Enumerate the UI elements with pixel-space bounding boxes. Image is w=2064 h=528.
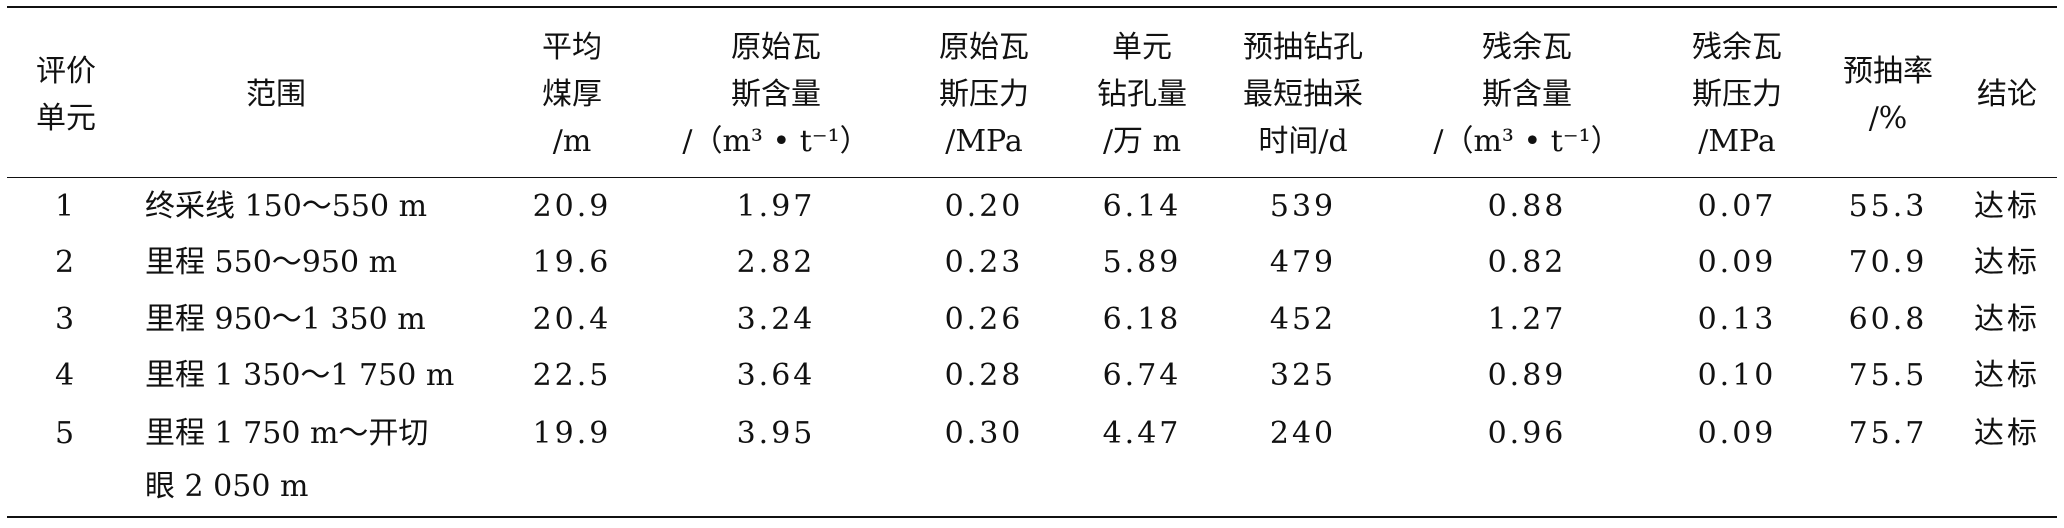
cell-text: 20.9: [532, 189, 612, 224]
cell-text: 达标: [1974, 358, 2040, 393]
cell-text: 5.89: [1102, 245, 1182, 280]
header-text: 原始瓦: [731, 30, 821, 65]
cell-text: 0.26: [944, 302, 1024, 337]
header-text: 斯含量: [1482, 77, 1572, 112]
range-text: 里程 550～950 m: [145, 245, 398, 280]
top-rule: [7, 6, 2057, 8]
cell-text: 0.89: [1487, 358, 1567, 393]
header-text: 预抽率: [1843, 53, 1933, 89]
cell-text: 452: [1269, 302, 1337, 337]
header-text: 钻孔量: [1097, 77, 1187, 112]
cell-text: 2.82: [736, 245, 816, 280]
header-rule: [7, 177, 2057, 178]
cell-text: 0.20: [944, 189, 1024, 224]
cell-text: 3: [54, 302, 78, 337]
cell-text: 达标: [1974, 416, 2040, 451]
header-text: 残余瓦: [1692, 30, 1782, 65]
header-text: /（m³ • t⁻¹）: [1433, 124, 1621, 159]
bottom-rule: [7, 516, 2057, 518]
header-text: 时间/d: [1258, 124, 1348, 159]
cell-text: 0.88: [1487, 189, 1567, 224]
cell-text: 达标: [1974, 302, 2040, 337]
cell-text: 5: [54, 416, 78, 451]
header-text: 结论: [1977, 77, 2037, 112]
cell-text: 19.9: [532, 416, 612, 451]
header-text: 评价: [36, 53, 96, 89]
header-text: 范围: [246, 77, 306, 112]
cell-text: 6.18: [1102, 302, 1182, 337]
header-text: 最短抽采: [1243, 77, 1363, 112]
header-text: /m: [552, 124, 592, 159]
header-text: 煤厚: [542, 77, 602, 112]
header-text: 平均: [542, 30, 602, 65]
cell-text: 0.10: [1697, 358, 1777, 393]
cell-text: 75.5: [1848, 358, 1928, 393]
cell-text: 539: [1269, 189, 1337, 224]
cell-text: 20.4: [532, 302, 612, 337]
range-text: 终采线 150～550 m: [145, 189, 428, 224]
header-text: /（m³ • t⁻¹）: [682, 124, 870, 159]
cell-text: 6.74: [1102, 358, 1182, 393]
cell-text: 0.28: [944, 358, 1024, 393]
cell-text: 0.23: [944, 245, 1024, 280]
cell-text: 1.27: [1487, 302, 1567, 337]
range-text: 里程 1 350～1 750 m: [145, 358, 455, 393]
cell-text: 1.97: [736, 189, 816, 224]
header-text: /万 m: [1102, 124, 1182, 159]
header-text: /MPa: [945, 124, 1023, 159]
cell-text: 0.82: [1487, 245, 1567, 280]
header-text: 单元: [1112, 30, 1172, 65]
cell-text: 0.07: [1697, 189, 1777, 224]
cell-text: 479: [1269, 245, 1337, 280]
cell-text: 0.09: [1697, 416, 1777, 451]
header-text: 斯含量: [731, 77, 821, 112]
range-text: 眼 2 050 m: [145, 469, 309, 504]
range-text: 里程 1 750 m～开切: [145, 416, 429, 451]
cell-text: 3.64: [736, 358, 816, 393]
cell-text: 70.9: [1848, 245, 1928, 280]
cell-text: 0.13: [1697, 302, 1777, 337]
header-text: 单元: [36, 100, 96, 136]
cell-text: 19.6: [532, 245, 612, 280]
cell-text: 1: [54, 189, 78, 224]
cell-text: 22.5: [532, 358, 612, 393]
header-text: 斯压力: [1692, 77, 1782, 112]
cell-text: 75.7: [1848, 416, 1928, 451]
header-text: 残余瓦: [1482, 30, 1572, 65]
cell-text: 0.09: [1697, 245, 1777, 280]
cell-text: 达标: [1974, 189, 2040, 224]
cell-text: 2: [54, 245, 78, 280]
header-text: 原始瓦: [939, 30, 1029, 65]
cell-text: 达标: [1974, 245, 2040, 280]
cell-text: 60.8: [1848, 302, 1928, 337]
cell-text: 0.30: [944, 416, 1024, 451]
cell-text: 55.3: [1848, 189, 1928, 224]
cell-text: 6.14: [1102, 189, 1182, 224]
header-text: /%: [1868, 100, 1908, 136]
cell-text: 4.47: [1102, 416, 1182, 451]
cell-text: 240: [1269, 416, 1337, 451]
cell-text: 3.95: [736, 416, 816, 451]
cell-text: 4: [54, 358, 78, 393]
header-text: /MPa: [1698, 124, 1776, 159]
cell-text: 325: [1269, 358, 1337, 393]
cell-text: 3.24: [736, 302, 816, 337]
range-text: 里程 950～1 350 m: [145, 302, 426, 337]
header-text: 斯压力: [939, 77, 1029, 112]
cell-text: 0.96: [1487, 416, 1567, 451]
header-text: 预抽钻孔: [1243, 30, 1363, 65]
